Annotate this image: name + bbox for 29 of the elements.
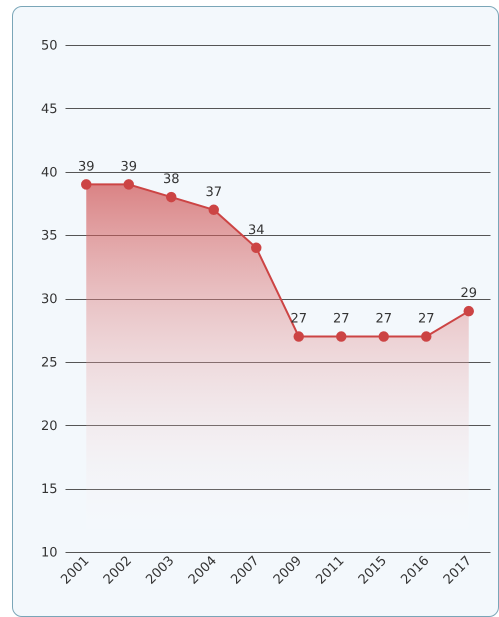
- y-tick-label: 40: [40, 165, 58, 180]
- point: [464, 306, 474, 316]
- y-tick-label: 30: [40, 292, 58, 307]
- data-label: 34: [248, 222, 265, 238]
- point: [421, 331, 432, 342]
- y-tick-label: 35: [40, 228, 58, 244]
- data-label: 27: [332, 312, 350, 327]
- point: [294, 331, 304, 342]
- data-label: 37: [205, 184, 222, 200]
- y-tick-label: 20: [40, 418, 58, 434]
- y-tick-label: 25: [40, 355, 58, 370]
- y-tick-label: 45: [40, 102, 58, 117]
- data-label: 39: [78, 159, 95, 174]
- point: [81, 179, 92, 190]
- point: [378, 331, 389, 342]
- point: [166, 192, 176, 202]
- data-label: 38: [162, 172, 180, 188]
- point: [251, 242, 262, 254]
- data-label: 27: [418, 312, 435, 327]
- point: [124, 179, 134, 190]
- y-tick-label: 15: [40, 482, 58, 498]
- y-tick-label: 50: [40, 38, 58, 54]
- y-tick-label: 10: [40, 546, 58, 560]
- data-label: 27: [375, 312, 392, 327]
- point: [208, 204, 219, 216]
- data-label: 27: [290, 312, 308, 327]
- point: [336, 331, 346, 342]
- data-label: 39: [120, 159, 138, 174]
- data-label: 29: [460, 286, 478, 302]
